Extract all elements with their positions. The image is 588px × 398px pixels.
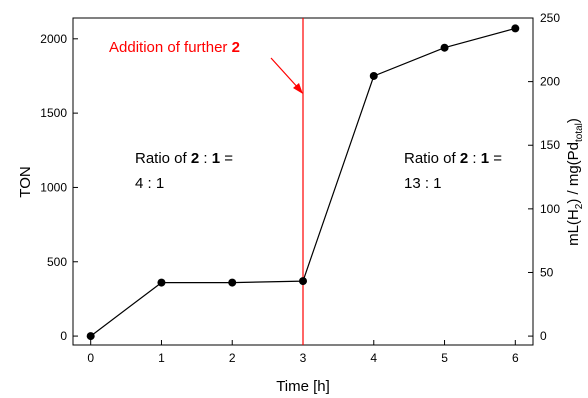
right-y-tick-label: 200 bbox=[540, 75, 560, 89]
right-y-tick-label: 0 bbox=[540, 329, 547, 343]
data-point bbox=[86, 332, 95, 341]
right-y-label-sub1: 2 bbox=[574, 203, 585, 209]
addition-arrow bbox=[270, 57, 303, 94]
data-point bbox=[440, 43, 449, 52]
ratio-left-line2: 4 : 1 bbox=[135, 175, 164, 192]
addition-bold: 2 bbox=[232, 39, 240, 56]
left-y-tick-label: 0 bbox=[60, 329, 67, 343]
left-y-axis-ticks: 0 500 1000 1500 2000 bbox=[40, 32, 78, 343]
data-point bbox=[511, 24, 520, 33]
x-tick-label: 5 bbox=[441, 351, 448, 365]
x-tick-label: 2 bbox=[229, 351, 236, 365]
right-y-tick-label: 150 bbox=[540, 138, 560, 152]
x-tick-label: 6 bbox=[512, 351, 519, 365]
left-y-tick-label: 1500 bbox=[40, 106, 67, 120]
ratio-right-line2: 13 : 1 bbox=[404, 175, 442, 192]
right-y-tick-label: 100 bbox=[540, 202, 560, 216]
x-axis-label: Time [h] bbox=[276, 378, 330, 395]
data-point bbox=[157, 278, 166, 287]
x-tick-label: 3 bbox=[300, 351, 307, 365]
left-y-axis-label: TON bbox=[17, 166, 34, 197]
x-tick-label: 1 bbox=[158, 351, 165, 365]
right-y-label-mid: ) / mg(Pd bbox=[565, 142, 582, 204]
x-tick-label: 0 bbox=[87, 351, 94, 365]
left-y-tick-label: 1000 bbox=[40, 180, 67, 194]
right-y-axis-label: mL(H2) / mg(Pdtotal) bbox=[565, 118, 585, 246]
addition-text: Addition of further bbox=[109, 39, 232, 56]
data-point bbox=[369, 71, 378, 80]
right-y-axis-ticks: 0 50 100 150 200 250 bbox=[528, 11, 560, 343]
data-point bbox=[228, 278, 237, 287]
addition-annotation: Addition of further 2 bbox=[109, 39, 240, 56]
right-y-label-suffix: ) bbox=[565, 118, 582, 123]
right-y-tick-label: 50 bbox=[540, 265, 554, 279]
ratio-right-line1: Ratio of 2 : 1 = bbox=[404, 150, 502, 167]
ratio-left-line1: Ratio of 2 : 1 = bbox=[135, 150, 233, 167]
left-y-tick-label: 500 bbox=[47, 255, 67, 269]
x-tick-label: 4 bbox=[370, 351, 377, 365]
left-y-tick-label: 2000 bbox=[40, 32, 67, 46]
right-y-label-prefix: mL(H bbox=[565, 209, 582, 246]
series-points bbox=[86, 24, 520, 341]
right-y-label-sub2: total bbox=[574, 123, 585, 142]
right-y-tick-label: 250 bbox=[540, 11, 560, 25]
data-point bbox=[299, 277, 307, 286]
